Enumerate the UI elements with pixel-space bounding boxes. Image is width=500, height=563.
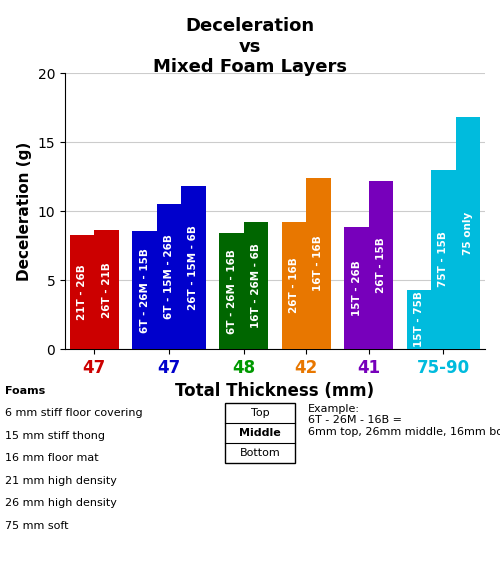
Text: 16 mm floor mat: 16 mm floor mat: [5, 453, 98, 463]
Bar: [306, 178, 330, 349]
Bar: [244, 222, 268, 349]
Text: 75 only: 75 only: [463, 212, 473, 255]
Bar: [220, 233, 244, 349]
Text: 16T - 16B: 16T - 16B: [314, 236, 324, 292]
X-axis label: Total Thickness (mm): Total Thickness (mm): [176, 382, 374, 400]
Text: 6T - 26M - 16B: 6T - 26M - 16B: [226, 249, 236, 333]
Text: Middle: Middle: [239, 428, 281, 438]
Bar: [368, 181, 393, 349]
Text: 15T - 26B: 15T - 26B: [352, 260, 362, 316]
Text: 6T - 15M - 26B: 6T - 15M - 26B: [164, 234, 174, 319]
Text: 26T - 16B: 26T - 16B: [289, 258, 299, 314]
Bar: [70, 235, 94, 349]
Bar: [132, 231, 157, 349]
Text: 26T - 15B: 26T - 15B: [376, 237, 386, 293]
Text: 15T - 75B: 15T - 75B: [414, 292, 424, 347]
Text: Example:
6T - 26M - 16B =
6mm top, 26mm middle, 16mm bottom: Example: 6T - 26M - 16B = 6mm top, 26mm …: [308, 404, 500, 437]
Text: 26 mm high density: 26 mm high density: [5, 498, 117, 508]
Text: 16T - 26M - 6B: 16T - 26M - 6B: [251, 243, 261, 328]
Text: 26T - 15M - 6B: 26T - 15M - 6B: [188, 225, 198, 310]
Bar: [282, 222, 306, 349]
Text: 15 mm stiff thong: 15 mm stiff thong: [5, 431, 105, 441]
Bar: [94, 230, 119, 349]
Bar: [182, 186, 206, 349]
Text: Bottom: Bottom: [240, 448, 281, 458]
Text: Foams: Foams: [5, 386, 45, 396]
Bar: [344, 227, 368, 349]
Y-axis label: Deceleration (g): Deceleration (g): [17, 141, 32, 281]
Bar: [431, 170, 456, 349]
Text: 6 mm stiff floor covering: 6 mm stiff floor covering: [5, 408, 142, 418]
Text: 6T - 26M - 15B: 6T - 26M - 15B: [140, 248, 149, 333]
Text: 26T - 21B: 26T - 21B: [102, 262, 112, 318]
Text: Deceleration
vs
Mixed Foam Layers: Deceleration vs Mixed Foam Layers: [153, 17, 347, 77]
Bar: [157, 204, 182, 349]
Bar: [407, 290, 431, 349]
Text: 75T - 15B: 75T - 15B: [438, 231, 448, 287]
Text: 75 mm soft: 75 mm soft: [5, 521, 68, 531]
Bar: [456, 117, 480, 349]
Text: 21 mm high density: 21 mm high density: [5, 476, 117, 486]
Text: 21T - 26B: 21T - 26B: [77, 264, 87, 320]
Text: Top: Top: [250, 408, 270, 418]
